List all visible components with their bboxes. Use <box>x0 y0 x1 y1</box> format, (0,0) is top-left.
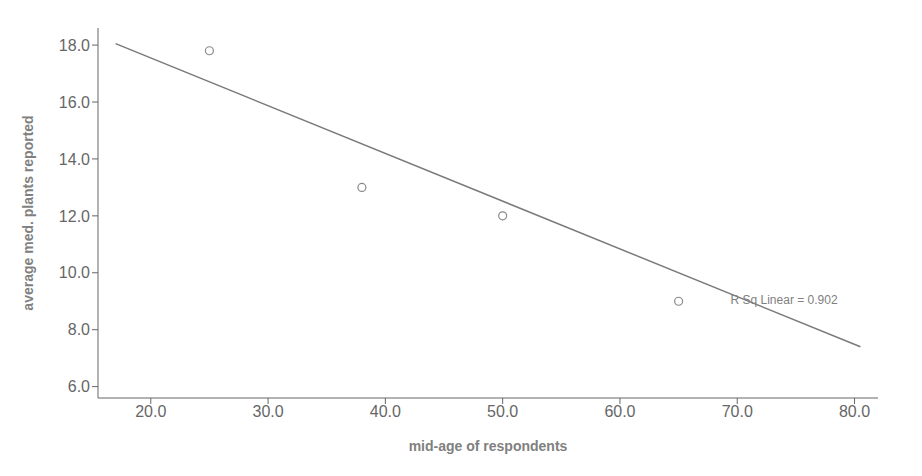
svg-text:mid-age of respondents: mid-age of respondents <box>409 438 568 454</box>
svg-text:14.0: 14.0 <box>59 151 90 168</box>
svg-text:70.0: 70.0 <box>722 403 753 420</box>
svg-text:10.0: 10.0 <box>59 264 90 281</box>
svg-text:average med. plants reported: average med. plants reported <box>20 115 36 310</box>
svg-text:12.0: 12.0 <box>59 208 90 225</box>
svg-text:8.0: 8.0 <box>68 321 90 338</box>
svg-text:16.0: 16.0 <box>59 94 90 111</box>
svg-text:50.0: 50.0 <box>487 403 518 420</box>
svg-text:80.0: 80.0 <box>839 403 870 420</box>
svg-text:60.0: 60.0 <box>604 403 635 420</box>
svg-text:R Sq Linear = 0.902: R Sq Linear = 0.902 <box>731 293 838 307</box>
svg-text:20.0: 20.0 <box>135 403 166 420</box>
svg-text:30.0: 30.0 <box>253 403 284 420</box>
svg-text:18.0: 18.0 <box>59 37 90 54</box>
svg-text:6.0: 6.0 <box>68 378 90 395</box>
svg-text:40.0: 40.0 <box>370 403 401 420</box>
